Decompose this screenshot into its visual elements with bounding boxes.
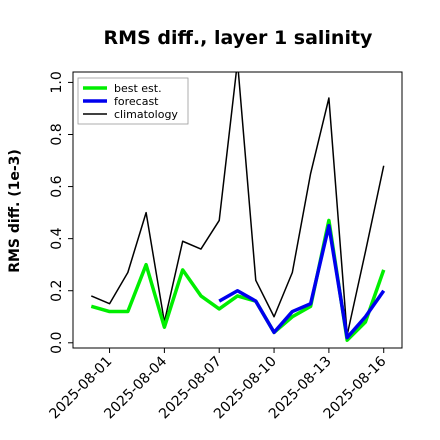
series-line-climatology bbox=[90, 72, 385, 336]
plot-frame bbox=[72, 71, 403, 349]
legend-label: best est. bbox=[114, 82, 162, 95]
y-tick-label: 0.8 bbox=[49, 123, 65, 145]
y-tick-label: 0.2 bbox=[49, 280, 65, 302]
series-layer bbox=[90, 72, 386, 342]
y-axis: 0.0 0.2 0.4 0.6 0.8 1.0 bbox=[49, 71, 73, 354]
y-tick-label: 0.4 bbox=[49, 227, 65, 249]
y-tick-label: 1.0 bbox=[49, 71, 65, 93]
y-tick-label: 0.0 bbox=[49, 332, 65, 354]
legend-label: climatology bbox=[114, 108, 178, 121]
chart-title: RMS diff., layer 1 salinity bbox=[104, 27, 374, 49]
series-line-forecast bbox=[218, 223, 386, 340]
y-tick-label: 0.6 bbox=[49, 175, 65, 197]
legend-label: forecast bbox=[114, 95, 159, 108]
y-axis-label: RMS diff. (1e-3) bbox=[7, 149, 23, 273]
x-axis: 2025-08-012025-08-042025-08-072025-08-10… bbox=[47, 348, 390, 422]
